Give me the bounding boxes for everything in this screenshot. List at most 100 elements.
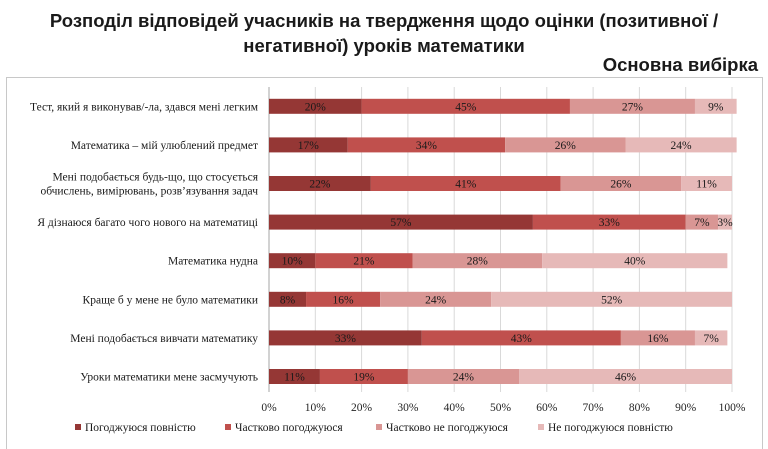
bar-value-label: 27% xyxy=(622,101,644,113)
legend-swatch xyxy=(75,424,81,430)
x-tick-label: 100% xyxy=(719,402,746,414)
bar-value-label: 8% xyxy=(280,294,296,306)
bar-value-label: 24% xyxy=(671,140,693,152)
category-label: Мені подобається будь-що, що стосується xyxy=(52,172,258,184)
bar-segment xyxy=(269,98,362,114)
x-tick-label: 50% xyxy=(490,402,512,414)
legend-swatch xyxy=(225,424,231,430)
category-label: Краще б у мене не було математики xyxy=(83,294,258,306)
bar-segment xyxy=(269,176,371,191)
bar-value-label: 17% xyxy=(298,140,320,152)
bar-segment xyxy=(380,291,492,307)
category-label: обчислень, вимірювань, розв’язування зад… xyxy=(40,186,258,198)
x-tick-label: 20% xyxy=(351,402,373,414)
bar-value-label: 7% xyxy=(703,333,719,345)
bar-value-label: 10% xyxy=(282,256,304,268)
bar-value-label: 7% xyxy=(694,217,710,229)
bar-segment xyxy=(519,369,732,384)
bar-value-label: 45% xyxy=(455,101,477,113)
bar-segment xyxy=(569,98,695,114)
chart-title-line2: негативної) уроків математики xyxy=(243,35,525,56)
bar-segment xyxy=(269,214,533,230)
legend: Погоджуюся повністю Частково погоджуюся Ча… xyxy=(75,422,673,434)
bar-segment xyxy=(315,253,413,269)
category-label: Математика нудна xyxy=(168,256,258,268)
bar-value-label: 40% xyxy=(624,256,646,268)
chart-subtitle: Основна вибірка xyxy=(602,54,758,75)
bar-value-label: 11% xyxy=(696,179,717,191)
bar-value-label: 24% xyxy=(453,372,475,384)
legend-swatch xyxy=(538,424,544,430)
chart-title: Розподіл відповідей учасників на твердже… xyxy=(0,8,768,58)
legend-label: Частково погоджуюся xyxy=(235,422,343,434)
x-tick-label: 40% xyxy=(444,402,466,414)
bar-value-label: 46% xyxy=(615,372,637,384)
x-tick-label: 0% xyxy=(261,402,277,414)
bar-value-label: 52% xyxy=(601,294,623,306)
bar-value-label: 26% xyxy=(555,140,577,152)
bar-segment xyxy=(361,98,570,114)
x-axis-tick-labels: 0% 10% 20% 30% 40% 50% 60% 70% 80% 90% 100% xyxy=(261,402,746,414)
bar-segment xyxy=(319,369,408,384)
bar-segment xyxy=(718,214,732,230)
legend-label: Не погоджуюся повністю xyxy=(548,422,673,434)
bar-segment xyxy=(532,214,686,230)
bar-value-label: 34% xyxy=(416,140,438,152)
bar-segment xyxy=(505,137,626,153)
bar-segment xyxy=(681,176,732,191)
bar-segment xyxy=(412,253,543,269)
bar-value-label: 57% xyxy=(390,217,412,229)
bar-segment xyxy=(694,98,737,114)
bar-value-label: 33% xyxy=(599,217,621,229)
category-label: Уроки математики мене засмучують xyxy=(80,372,258,384)
x-tick-label: 10% xyxy=(305,402,327,414)
chart-title-line1: Розподіл відповідей учасників на твердже… xyxy=(49,10,719,31)
bar-value-label: 19% xyxy=(353,372,375,384)
bar-segment xyxy=(542,253,728,269)
x-tick-label: 30% xyxy=(397,402,419,414)
bar-value-label: 20% xyxy=(305,101,327,113)
bar-value-label: 24% xyxy=(425,294,447,306)
category-label: Я дізнаюся багато чого нового на математ… xyxy=(37,217,258,229)
bar-value-label: 21% xyxy=(353,256,375,268)
legend-label: Частково не погоджуюся xyxy=(386,422,509,434)
bar-segment xyxy=(269,253,316,269)
legend-label: Погоджуюся повністю xyxy=(85,422,196,434)
bar-segment xyxy=(685,214,719,230)
bar-segment xyxy=(491,291,732,307)
bar-segment xyxy=(306,291,381,307)
bar-value-label: 16% xyxy=(647,333,669,345)
bar-value-label: 33% xyxy=(335,333,357,345)
x-tick-label: 60% xyxy=(536,402,558,414)
bar-series: 20% 45% 27% 9% 17% 34% 26% 24% 22% 41% 26% 11% 57% 33… xyxy=(269,98,737,384)
category-label: Мені подобається вивчати математику xyxy=(70,333,258,345)
bar-segment xyxy=(347,137,506,153)
bar-segment xyxy=(620,330,695,346)
bar-value-label: 3% xyxy=(717,217,733,229)
category-label: Математика – мій улюблений предмет xyxy=(71,140,258,152)
category-label: Тест, який я виконував/-ла, здався мені … xyxy=(30,101,259,113)
bar-segment xyxy=(421,330,621,346)
bar-value-label: 16% xyxy=(333,294,355,306)
bar-value-label: 41% xyxy=(455,179,477,191)
x-tick-label: 70% xyxy=(583,402,605,414)
bar-value-label: 28% xyxy=(467,256,489,268)
bar-segment xyxy=(269,369,320,384)
bar-value-label: 26% xyxy=(610,179,632,191)
bar-value-label: 43% xyxy=(511,333,533,345)
grid-lines xyxy=(268,87,733,392)
bar-value-label: 22% xyxy=(309,179,331,191)
bar-value-label: 9% xyxy=(708,101,724,113)
category-labels: Тест, який я виконував/-ла, здався мені … xyxy=(30,101,259,383)
bar-value-label: 11% xyxy=(284,372,305,384)
bar-segment xyxy=(407,369,520,384)
bar-segment xyxy=(370,176,561,191)
bar-segment xyxy=(269,330,422,346)
x-tick-label: 90% xyxy=(675,402,697,414)
bar-segment xyxy=(269,291,307,307)
bar-segment xyxy=(625,137,737,153)
x-tick-label: 80% xyxy=(629,402,651,414)
bar-segment xyxy=(560,176,682,191)
bar-segment xyxy=(269,137,348,153)
